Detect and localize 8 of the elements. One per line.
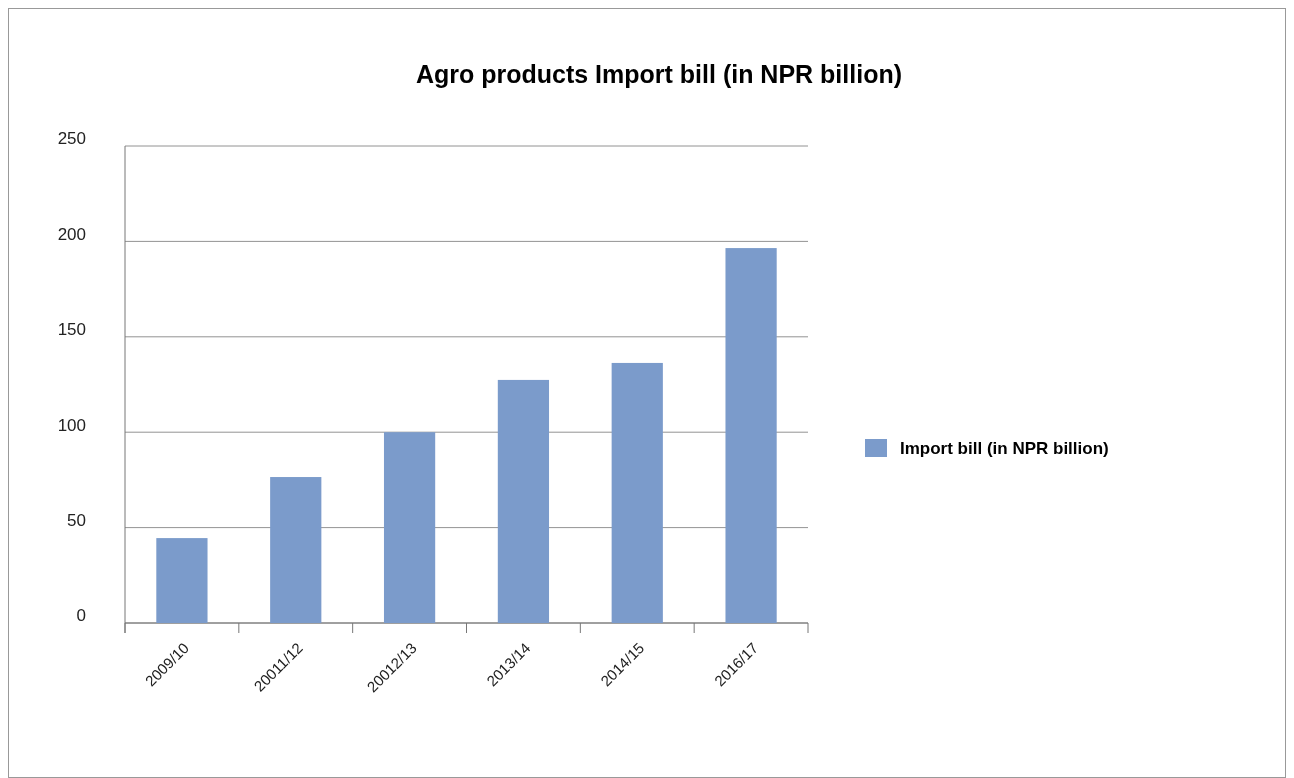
legend-label: Import bill (in NPR billion) <box>900 439 1109 458</box>
chart-title: Agro products Import bill (in NPR billion) <box>415 60 903 88</box>
y-tick-label: 150 <box>57 320 86 340</box>
y-tick-label: 100 <box>57 415 86 435</box>
y-tick-label: 200 <box>57 224 86 244</box>
y-tick-label: 250 <box>57 129 86 149</box>
y-tick-label: 0 <box>76 606 86 626</box>
y-tick-label: 50 <box>67 510 86 530</box>
